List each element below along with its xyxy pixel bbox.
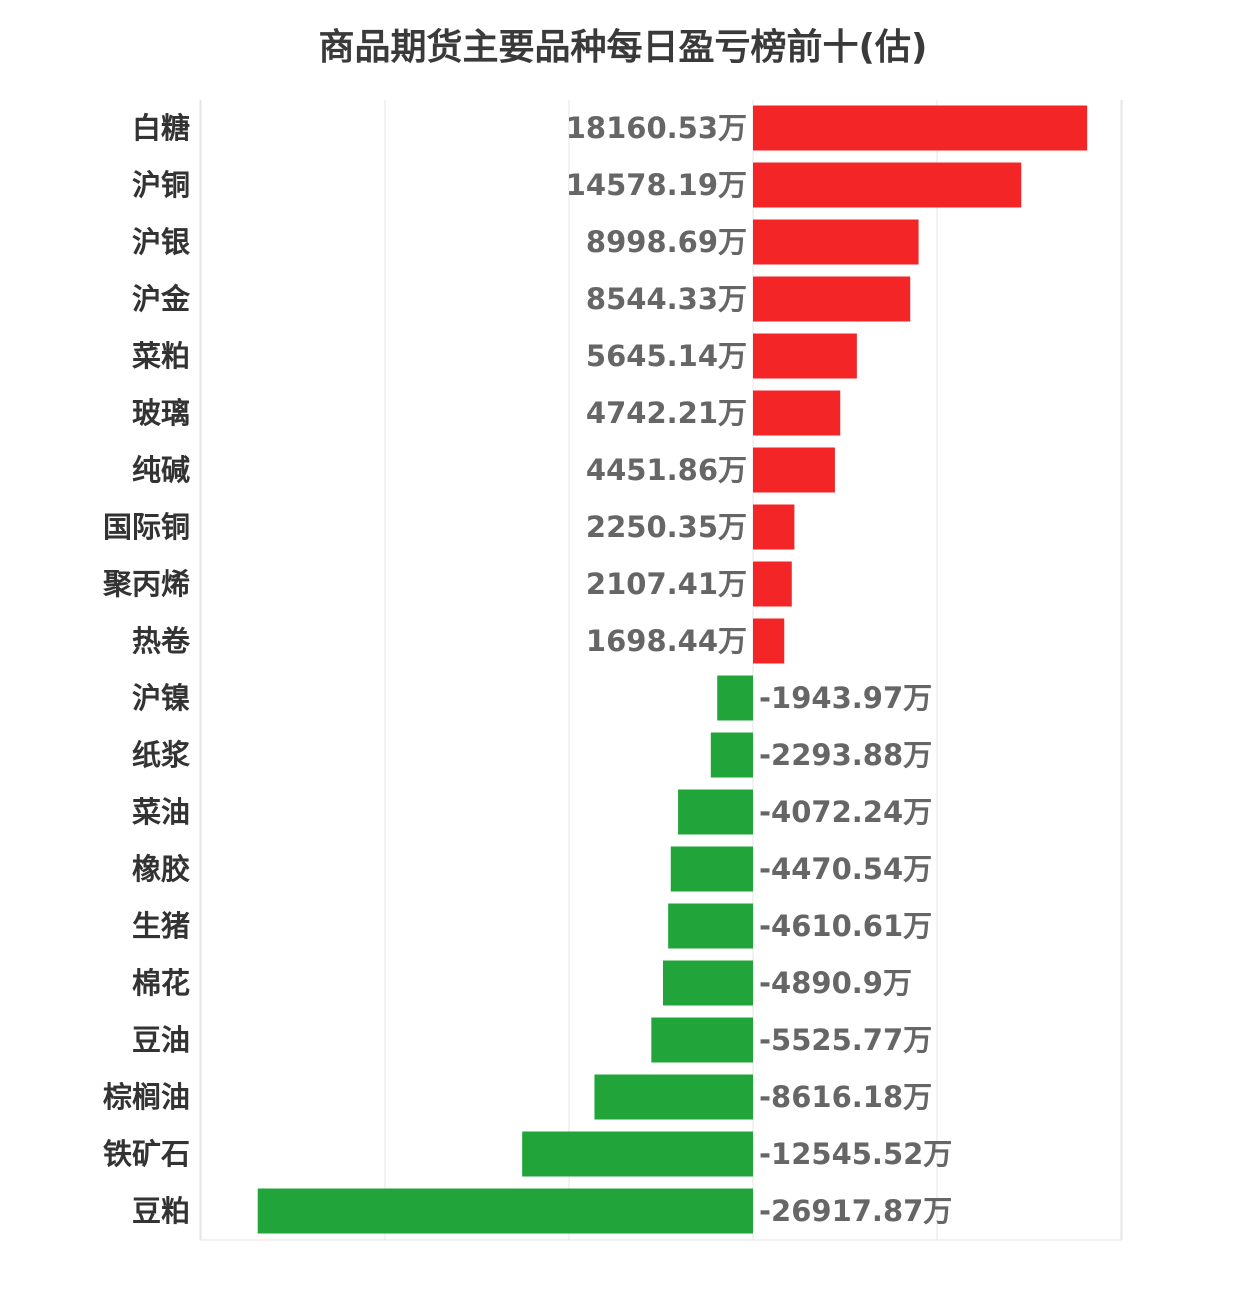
category-label: 热卷 — [132, 624, 191, 658]
category-label: 棉花 — [132, 966, 190, 1000]
bar — [753, 447, 835, 493]
category-label: 纸浆 — [132, 738, 191, 772]
chart-title: 商品期货主要品种每日盈亏榜前十(估) — [318, 27, 928, 68]
value-label: -12545.52万 — [759, 1137, 952, 1171]
category-label: 聚丙烯 — [102, 567, 190, 601]
bar — [753, 333, 857, 379]
bars — [257, 105, 1088, 1234]
value-label: 4451.86万 — [586, 453, 747, 487]
bar — [651, 1017, 753, 1063]
value-label: -26917.87万 — [759, 1194, 952, 1228]
value-label: -4072.24万 — [759, 795, 932, 829]
bar — [257, 1188, 753, 1234]
value-label: 4742.21万 — [586, 396, 747, 430]
bar — [753, 618, 785, 664]
category-label: 白糖 — [132, 111, 190, 145]
bar — [594, 1074, 753, 1120]
category-label: 国际铜 — [103, 510, 190, 544]
category-label: 铁矿石 — [103, 1137, 190, 1171]
grid-lines — [199, 100, 1123, 1241]
value-label: 1698.44万 — [586, 624, 747, 658]
value-label: -4890.9万 — [759, 966, 912, 1000]
bar — [753, 276, 911, 322]
value-label: 8998.69万 — [586, 225, 747, 259]
value-label: 18160.53万 — [566, 111, 747, 145]
bar — [753, 390, 841, 436]
value-label: -5525.77万 — [759, 1023, 932, 1057]
category-label: 菜油 — [132, 795, 190, 829]
category-label: 玻璃 — [132, 396, 190, 430]
value-label: -1943.97万 — [759, 681, 932, 715]
bar — [753, 561, 792, 607]
value-label: -2293.88万 — [759, 738, 932, 772]
value-label: -8616.18万 — [759, 1080, 932, 1114]
bar — [670, 846, 753, 892]
value-label: 5645.14万 — [586, 339, 747, 373]
value-label: -4470.54万 — [759, 852, 932, 886]
category-label: 沪铜 — [132, 168, 190, 202]
category-label: 生猪 — [132, 909, 190, 943]
category-label: 沪镍 — [132, 681, 190, 715]
bar — [678, 789, 753, 835]
category-label: 豆粕 — [132, 1194, 190, 1228]
bar — [710, 732, 753, 778]
bar — [753, 504, 795, 550]
category-label: 橡胶 — [132, 852, 190, 886]
bar — [522, 1131, 753, 1177]
bar — [753, 105, 1088, 151]
value-label: 8544.33万 — [586, 282, 747, 316]
category-label: 纯碱 — [132, 453, 190, 487]
bar — [663, 960, 753, 1006]
category-label: 豆油 — [132, 1023, 190, 1057]
category-label: 菜粕 — [132, 339, 190, 373]
category-label: 沪银 — [132, 225, 190, 259]
category-label: 沪金 — [132, 282, 191, 316]
bar — [753, 219, 919, 265]
value-label: 14578.19万 — [566, 168, 747, 202]
value-label: 2250.35万 — [586, 510, 747, 544]
category-label: 棕榈油 — [103, 1080, 190, 1114]
bar — [753, 162, 1022, 208]
value-label: -4610.61万 — [759, 909, 932, 943]
bar — [668, 903, 753, 949]
bar — [717, 675, 753, 721]
value-label: 2107.41万 — [586, 567, 747, 601]
